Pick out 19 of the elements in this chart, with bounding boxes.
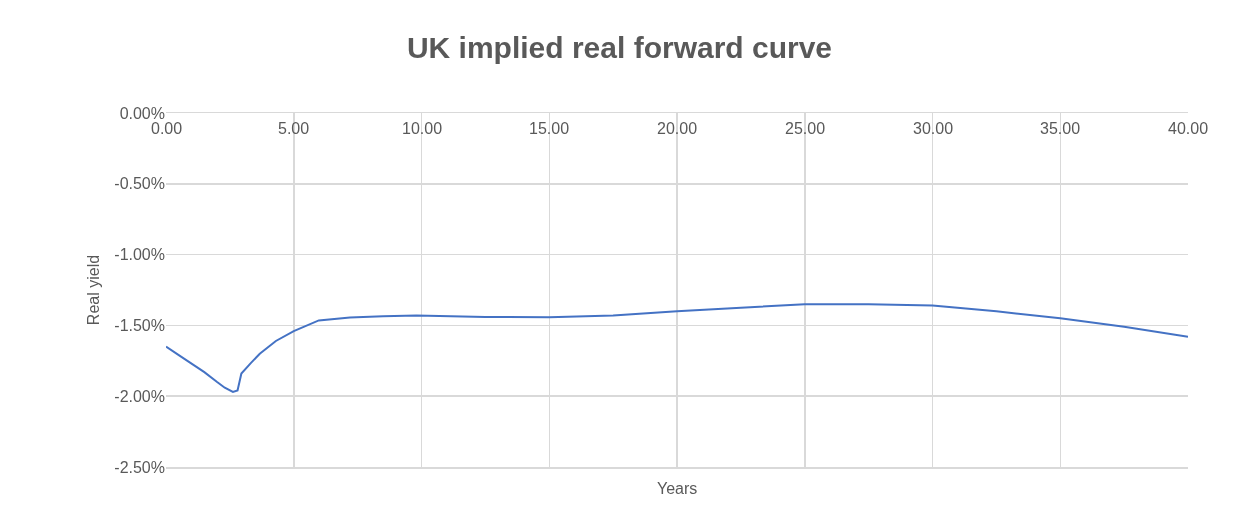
y-tick-label: 0.00% bbox=[119, 104, 165, 122]
x-tick-label: 40.00 bbox=[1168, 120, 1209, 137]
x-tick-label: 30.00 bbox=[913, 120, 954, 137]
y-tick-label: -1.00% bbox=[114, 246, 165, 264]
x-tick-label: 5.00 bbox=[278, 120, 310, 137]
x-tick-label: 35.00 bbox=[1040, 120, 1081, 137]
y-tick-label: -2.00% bbox=[114, 387, 165, 405]
x-tick-label: 25.00 bbox=[785, 120, 826, 137]
y-tick-label: -2.50% bbox=[114, 458, 165, 476]
x-tick-label: 10.00 bbox=[402, 120, 443, 137]
x-tick-label: 0.00 bbox=[151, 120, 183, 137]
x-axis-title: Years bbox=[657, 480, 698, 497]
chart-title: UK implied real forward curve bbox=[406, 31, 833, 65]
x-tick-label: 20.00 bbox=[657, 120, 698, 137]
y-axis-title: Real yield bbox=[85, 254, 103, 326]
y-tick-label: -0.50% bbox=[114, 175, 165, 193]
y-tick-label: -1.50% bbox=[114, 317, 165, 334]
x-tick-label: 15.00 bbox=[529, 120, 570, 137]
line-series bbox=[166, 303, 1188, 393]
